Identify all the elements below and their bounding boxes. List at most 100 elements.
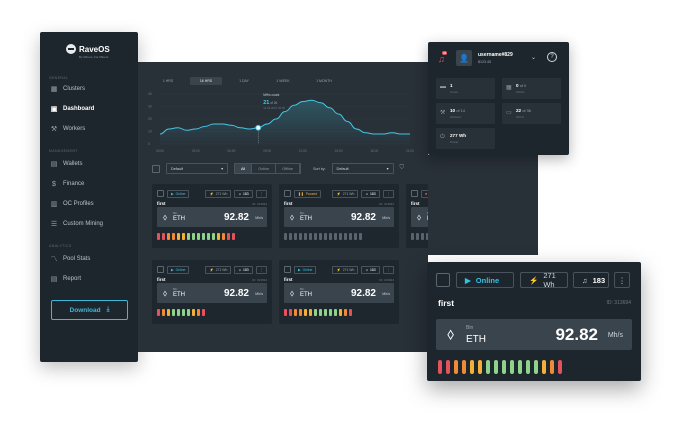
help-icon[interactable]: ?	[547, 52, 557, 62]
gpu-bar	[309, 233, 312, 240]
select-all-checkbox[interactable]	[152, 164, 160, 173]
worker-card[interactable]: ▶ Online ⚡ 271 Wh ♫ 183 ⋮ first ID: 313694 …	[279, 260, 399, 324]
gpu-bar	[426, 233, 429, 240]
gpu-bar	[324, 233, 327, 240]
range-1week[interactable]: 1 WEEK	[276, 79, 290, 83]
tab-all[interactable]: All	[235, 164, 253, 173]
gpu-bar	[421, 233, 424, 240]
alerts-badge[interactable]: ♫183	[234, 265, 253, 274]
stat-tile: ⚒ 10 of 14 Workers	[436, 103, 495, 124]
tooltip-point	[255, 124, 262, 131]
range-16h[interactable]: 16 HRS	[190, 77, 222, 85]
worker-card[interactable]: ❚❚ Paused ⚡ 271 Wh ♫ 183 ⋮ first ID: 313694…	[279, 184, 399, 248]
sidebar-item-finance[interactable]: $ Finance	[50, 180, 84, 188]
gpu-bar	[232, 233, 235, 240]
status-badge[interactable]: ❚❚ Paused	[294, 189, 322, 198]
download-button[interactable]: Download ⤓	[51, 300, 128, 320]
worker-checkbox[interactable]	[284, 190, 291, 197]
oc-profile-icon: ▥	[50, 201, 58, 208]
gpu-bar	[354, 233, 357, 240]
stat-of: of 14	[456, 109, 465, 113]
alerts-badge[interactable]: ♫183	[361, 265, 380, 274]
stat-label: GPUs	[516, 115, 525, 119]
worker-checkbox[interactable]	[157, 190, 164, 197]
sidebar-item-dashboard[interactable]: ▣ Dashboard	[50, 106, 95, 113]
worker-checkbox[interactable]	[436, 273, 450, 287]
asic-icon: ▦	[506, 85, 512, 91]
pickaxe-icon: ⚒	[440, 110, 446, 116]
filter-icon[interactable]: ⛉	[399, 165, 405, 171]
y-tick-label: 40	[148, 92, 152, 96]
gpu-bar	[289, 309, 292, 316]
worker-card[interactable]: ▶ Online ⚡ 271 Wh ♫ 183 ⋮ first ID: 313694 …	[152, 184, 272, 248]
alerts-badge[interactable]: ♫183	[361, 189, 380, 198]
more-menu-icon[interactable]: ⋮	[382, 265, 394, 274]
profile-popup: ♫ 26 👤 username#829 $123.45 ⌄ ? ▬ 1 Core…	[428, 42, 569, 155]
gpu-bar	[526, 360, 530, 374]
tooltip-unit: of 26	[270, 101, 277, 105]
sidebar-item-clusters[interactable]: ▦ Clusters	[50, 86, 86, 93]
gpu-bar	[167, 233, 170, 240]
worker-checkbox[interactable]	[157, 266, 164, 273]
avatar[interactable]: 👤	[456, 50, 472, 66]
gpu-status-bars	[284, 309, 352, 316]
play-icon: ▶	[171, 191, 174, 196]
gpu-bar	[309, 309, 312, 316]
brand-logo[interactable]: RaveOS	[66, 44, 110, 54]
worker-card[interactable]: ▶ Online ⚡ 271 Wh ♫ 183 ⋮ first ID: 313694 …	[152, 260, 272, 324]
sidebar-item-workers[interactable]: ⚒ Workers	[50, 126, 86, 133]
sidebar-item-wallets[interactable]: ▤ Wallets	[50, 161, 83, 168]
sidebar-item-report[interactable]: ▤ Report	[50, 276, 82, 283]
more-menu-icon[interactable]: ⋮	[255, 265, 267, 274]
power-icon: ⚡	[209, 267, 214, 272]
stat-tile: ▭ 22 of 36 GPUs	[502, 103, 561, 124]
gpu-bar	[510, 360, 514, 374]
status-badge[interactable]: ▶ Online	[167, 265, 190, 274]
gpu-bar	[187, 309, 190, 316]
gpu-bar	[349, 233, 352, 240]
x-tick-label: 15:00	[335, 149, 343, 153]
gpu-bar	[177, 309, 180, 316]
report-icon: ▤	[50, 276, 58, 283]
filter-select[interactable]: Default ▾	[166, 163, 228, 174]
power-badge: ⚡271 Wh	[520, 271, 568, 289]
notification-bell-icon[interactable]: ♫	[438, 54, 445, 64]
more-menu-icon[interactable]: ⋮	[382, 189, 394, 198]
range-1month[interactable]: 1 MONTH	[316, 79, 332, 83]
sidebar-item-custom-mining[interactable]: ☰ Custom Mining	[50, 221, 104, 228]
tab-offline[interactable]: Offline	[276, 164, 301, 173]
worker-checkbox[interactable]	[284, 266, 291, 273]
status-badge[interactable]: ▶ Online	[456, 272, 514, 288]
tooltip-date: 14.09.2021 09:00	[263, 106, 285, 110]
gpu-bar	[329, 233, 332, 240]
more-menu-icon[interactable]: ⋮	[255, 189, 267, 198]
x-tick-label: 12:00	[299, 149, 307, 153]
chevron-down-icon[interactable]: ⌄	[531, 55, 537, 61]
gpu-bar	[534, 360, 538, 374]
sidebar: RaveOS By Miners, For Miners GENERAL ▦ Cl…	[40, 32, 138, 362]
sort-select[interactable]: Default ▾	[331, 163, 394, 174]
coin-panel: ⬨ Bin ETH 92.82 Mh/s	[436, 319, 632, 350]
gpu-bar	[222, 233, 225, 240]
alerts-badge[interactable]: ♫183	[573, 272, 609, 288]
range-1h[interactable]: 1 HRS	[162, 79, 174, 83]
gpu-bar	[212, 233, 215, 240]
wallet-icon: ▤	[50, 161, 58, 168]
sidebar-item-oc-profiles[interactable]: ▥ OC Profiles	[50, 201, 94, 208]
gpu-bar	[207, 233, 210, 240]
range-1day[interactable]: 1 DAY	[239, 79, 249, 83]
power-badge: ⚡271 Wh	[205, 189, 232, 198]
gpu-bar	[172, 233, 175, 240]
worker-checkbox[interactable]	[411, 190, 418, 197]
alerts-badge[interactable]: ♫183	[234, 189, 253, 198]
sidebar-item-pool-stats[interactable]: 〽 Pool Stats	[50, 256, 91, 263]
stat-value: 10	[450, 108, 456, 113]
status-badge[interactable]: ▶ Online	[167, 189, 190, 198]
gpu-bar	[454, 360, 458, 374]
power-icon: ⚡	[336, 191, 341, 196]
gpu-bar	[462, 360, 466, 374]
status-badge[interactable]: ▶ Online	[294, 265, 317, 274]
ethereum-icon: ⬨	[417, 212, 422, 222]
tab-online[interactable]: Online	[252, 164, 277, 173]
more-menu-icon[interactable]: ⋮	[614, 272, 630, 288]
